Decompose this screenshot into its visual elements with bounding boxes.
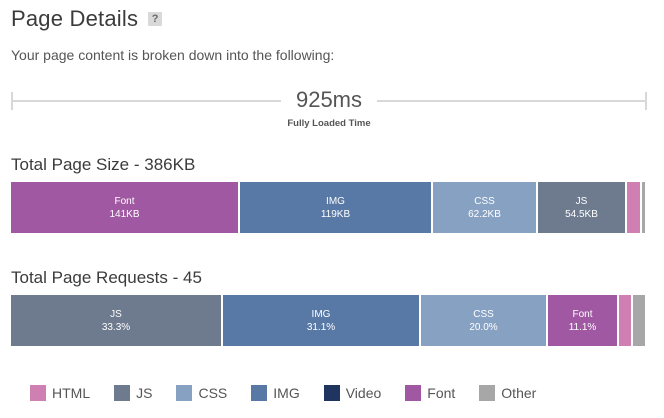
segment-name: IMG	[311, 308, 331, 320]
legend-swatch	[479, 385, 496, 401]
legend-swatch	[176, 385, 193, 401]
segment-name: JS	[110, 308, 122, 320]
requests-segment-js[interactable]: JS 33.3%	[11, 295, 221, 346]
legend-swatch	[251, 385, 268, 401]
size-segment-css[interactable]: CSS 62.2KB	[433, 182, 536, 233]
legend-item-other: Other	[479, 385, 536, 401]
legend-label: Other	[501, 385, 537, 401]
segment-value: 11.1%	[568, 321, 597, 333]
requests-segment-img[interactable]: IMG 31.1%	[223, 295, 419, 346]
legend-label: HTML	[52, 385, 91, 401]
fully-loaded-time-label: Fully Loaded Time	[287, 118, 371, 129]
fully-loaded-time-value: 925ms	[295, 87, 363, 112]
legend-item-js: JS	[114, 385, 152, 401]
page-header: Page Details ?	[11, 6, 163, 32]
segment-value: 141KB	[109, 208, 140, 220]
legend-item-html: HTML	[30, 385, 90, 401]
legend-label: CSS	[198, 385, 228, 401]
requests-segment-css[interactable]: CSS 20.0%	[421, 295, 546, 346]
content-type-legend: HTML JS CSS IMG Video Font Other	[30, 385, 560, 401]
segment-name: JS	[575, 195, 588, 207]
legend-swatch	[30, 385, 46, 401]
page-title: Page Details	[11, 6, 139, 31]
size-segment-html[interactable]	[627, 182, 640, 233]
size-segment-img[interactable]: IMG 119KB	[240, 182, 431, 233]
legend-label: Video	[345, 385, 382, 401]
size-segment-other[interactable]	[642, 182, 645, 233]
loaded-time-timeline: 925ms	[11, 87, 647, 117]
timeline-line-left	[11, 100, 281, 102]
help-icon[interactable]: ?	[148, 12, 163, 26]
segment-value: 54.5KB	[565, 208, 598, 220]
legend-swatch	[323, 385, 340, 401]
legend-label: IMG	[273, 385, 300, 401]
size-segment-font[interactable]: Font 141KB	[11, 182, 238, 233]
legend-item-font: Font	[405, 385, 455, 401]
legend-label: JS	[136, 385, 153, 401]
timeline-line-right	[377, 100, 647, 102]
legend-swatch	[114, 385, 131, 401]
segment-name: Font	[114, 195, 135, 207]
total-page-requests-title: Total Page Requests - 45	[11, 268, 202, 287]
page-subtitle: Your page content is broken down into th…	[11, 47, 335, 63]
segment-value: 20.0%	[469, 321, 498, 333]
segment-value: 119KB	[320, 208, 351, 220]
requests-segment-html[interactable]	[619, 295, 631, 346]
legend-item-img: IMG	[251, 385, 300, 401]
legend-item-css: CSS	[176, 385, 227, 401]
segment-name: CSS	[474, 195, 495, 207]
segment-name: CSS	[473, 308, 494, 320]
page-requests-bar: JS 33.3% IMG 31.1% CSS 20.0% Font 11.1%	[11, 295, 647, 346]
segment-name: Font	[572, 308, 593, 320]
segment-value: 33.3%	[101, 321, 131, 333]
requests-segment-font[interactable]: Font 11.1%	[548, 295, 617, 346]
legend-item-video: Video	[323, 385, 382, 401]
segment-value: 31.1%	[306, 321, 336, 333]
requests-segment-other[interactable]	[633, 295, 645, 346]
segment-value: 62.2KB	[468, 208, 501, 220]
segment-name: IMG	[326, 195, 345, 207]
legend-label: Font	[427, 385, 456, 401]
size-segment-js[interactable]: JS 54.5KB	[538, 182, 625, 233]
total-page-size-title: Total Page Size - 386KB	[11, 155, 196, 174]
legend-swatch	[405, 385, 422, 401]
page-size-bar: Font 141KB IMG 119KB CSS 62.2KB JS 54.5KB	[11, 182, 647, 233]
timeline-end-cap	[645, 92, 647, 110]
